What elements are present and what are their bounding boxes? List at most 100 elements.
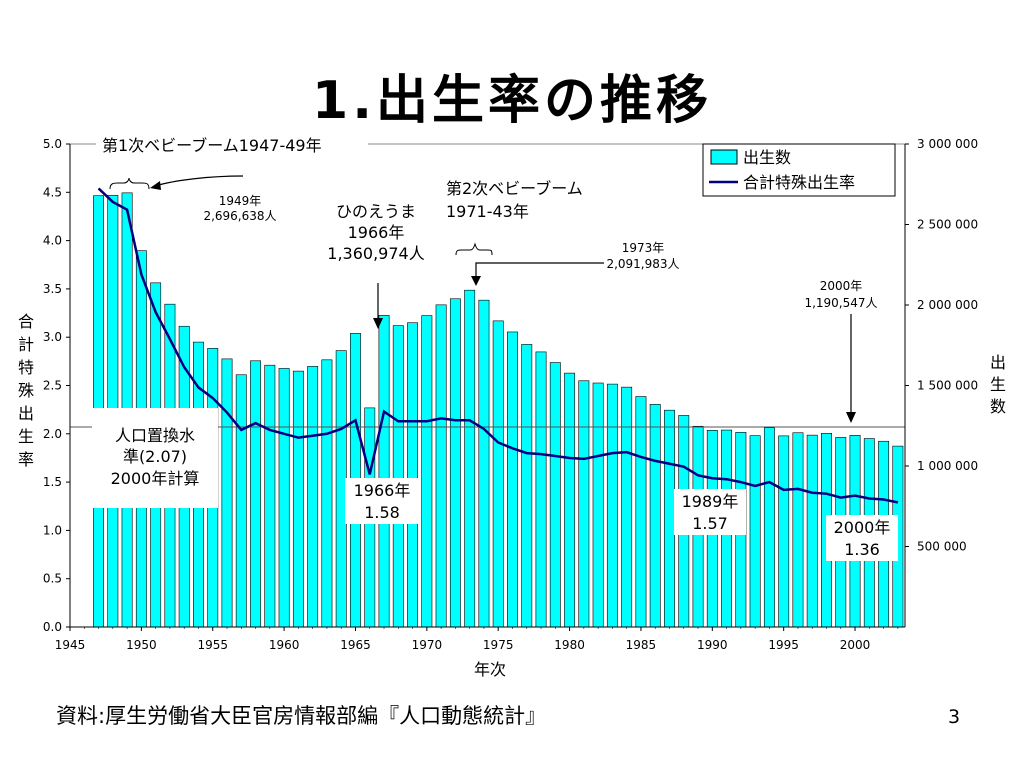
bar-births xyxy=(763,427,775,628)
axis-label-char: 数 xyxy=(990,397,1006,416)
y-left-tick-label: 3.0 xyxy=(43,330,62,344)
hinoeuma-label: ひのえうま xyxy=(336,202,416,221)
annotation-2000-births: 1,190,547人 xyxy=(804,296,877,310)
legend: 出生数 合計特殊出生率 xyxy=(702,143,896,197)
y-left-tick-label: 2.0 xyxy=(43,427,62,441)
x-tick-label: 1995 xyxy=(768,638,799,652)
bar-births xyxy=(464,289,476,628)
boom2-arrowhead xyxy=(471,276,481,286)
axis-label-char: 出 xyxy=(990,353,1006,372)
y-left-tick-label: 1.5 xyxy=(43,475,62,489)
annotation-1949-births: 2,696,638人 xyxy=(203,209,276,223)
bar-births xyxy=(307,366,319,628)
x-tick-label: 1990 xyxy=(697,638,728,652)
bar-births xyxy=(278,368,290,628)
bar-births xyxy=(221,358,233,628)
bar-births xyxy=(792,432,804,628)
x-tick-label: 1955 xyxy=(197,638,228,652)
bar-births xyxy=(392,325,404,628)
hinoeuma-year: 1966年 xyxy=(348,223,405,242)
y-left-tick-label: 2.5 xyxy=(43,379,62,393)
boom2-brace xyxy=(455,242,493,256)
replacement-level-line1: 人口置換水 xyxy=(115,426,195,445)
annotation-2000-year: 2000年 xyxy=(820,279,863,293)
legend-bar-label: 出生数 xyxy=(743,148,791,167)
bar-births xyxy=(250,360,261,628)
bar-births xyxy=(478,299,490,628)
tfr-1989-value: 1.57 xyxy=(692,514,728,533)
y2000-annotation: 2000年 1,190,547人 xyxy=(804,279,878,423)
tfr-1989-year: 1989年 xyxy=(682,492,739,511)
x-tick-label: 1950 xyxy=(126,638,157,652)
y-left-tick-label: 5.0 xyxy=(43,137,62,151)
y-left-axis-label: 合計特殊出生率 xyxy=(18,312,34,469)
bar-births xyxy=(507,331,518,628)
tfr-1966-box: 1966年 1.58 xyxy=(345,478,419,524)
bar-births xyxy=(321,359,333,628)
boom2-annotation: 第2次ベビーブーム 1971-43年 1973年 2,091,983人 xyxy=(446,179,680,286)
y-right-tick-label: 1 000 000 xyxy=(917,459,978,473)
bar-births xyxy=(649,404,661,628)
boom2-years: 1971-43年 xyxy=(446,202,529,221)
bar-births xyxy=(535,351,547,628)
y-right-tick-label: 2 000 000 xyxy=(917,298,978,312)
axis-label-char: 生 xyxy=(990,375,1006,394)
x-tick-label: 1965 xyxy=(340,638,371,652)
page-title: 1.出生率の推移 xyxy=(312,71,712,131)
legend-bar-swatch xyxy=(710,149,738,165)
bar-births xyxy=(621,386,633,628)
bar-births xyxy=(421,315,433,628)
y-left-tick-label: 4.5 xyxy=(43,185,62,199)
axis-label-char: 率 xyxy=(18,450,34,469)
bar-births xyxy=(235,374,247,628)
bar-births xyxy=(749,435,761,628)
y-right-tick-label: 3 000 000 xyxy=(917,137,978,151)
x-tick-label: 1985 xyxy=(626,638,657,652)
axis-label-char: 出 xyxy=(18,404,34,423)
replacement-level-box: 人口置換水 準(2.07) 2000年計算 xyxy=(92,408,218,508)
bar-births xyxy=(606,383,618,628)
boom1-brace xyxy=(109,177,150,190)
axis-label-char: 特 xyxy=(18,358,34,377)
axis-label-char: 生 xyxy=(18,427,34,446)
replacement-level-line3: 2000年計算 xyxy=(111,469,200,488)
y-left-tick-label: 1.0 xyxy=(43,523,62,537)
x-tick-label: 1970 xyxy=(412,638,443,652)
bar-births xyxy=(449,298,461,628)
boom1-arrow-line xyxy=(154,175,244,187)
source-note: 資料:厚生労働省大臣官房情報部編『人口動態統計』 xyxy=(56,704,547,728)
annotation-2000-arrowhead xyxy=(846,412,856,423)
y-left-tick-label: 0.5 xyxy=(43,572,62,586)
replacement-level-line2: 準(2.07) xyxy=(123,447,187,466)
x-tick-label: 1960 xyxy=(269,638,300,652)
hinoeuma-births: 1,360,974人 xyxy=(327,244,424,263)
axis-label-char: 合 xyxy=(18,312,34,331)
tfr-1966-year: 1966年 xyxy=(354,481,411,500)
bar-births xyxy=(264,364,276,628)
bar-births xyxy=(335,350,347,628)
tfr-2000-year: 2000年 xyxy=(834,518,891,537)
x-tick-label: 1980 xyxy=(554,638,585,652)
x-tick-label: 1945 xyxy=(55,638,86,652)
axis-label-char: 計 xyxy=(18,335,34,354)
y-right-tick-label: 500 000 xyxy=(917,540,967,554)
bar-births xyxy=(578,380,590,628)
y-left-tick-label: 3.5 xyxy=(43,282,62,296)
bar-births xyxy=(806,434,818,628)
y-right-tick-label: 2 500 000 xyxy=(917,218,978,232)
y-left-tick-label: 4.0 xyxy=(43,234,62,248)
x-tick-label: 2000 xyxy=(840,638,871,652)
bar-births xyxy=(521,344,533,628)
boom2-title: 第2次ベビーブーム xyxy=(446,179,583,198)
birth-rate-chart: 0.0 0.5 1.0 1.5 2.0 2.5 3.0 3.5 4.0 4.5 5.0 500 000… xyxy=(17,136,1007,679)
bar-births xyxy=(292,370,304,628)
tfr-1966-value: 1.58 xyxy=(364,503,400,522)
bar-births xyxy=(664,409,675,628)
boom1-title: 第1次ベビーブーム1947-49年 xyxy=(102,136,322,155)
y-right-tick-label: 1 500 000 xyxy=(917,379,978,393)
legend-line-label: 合計特殊出生率 xyxy=(743,173,855,192)
boom2-arrow-line xyxy=(475,262,604,278)
bar-births xyxy=(407,322,419,628)
bar-births xyxy=(378,315,390,628)
bar-births xyxy=(564,372,576,628)
